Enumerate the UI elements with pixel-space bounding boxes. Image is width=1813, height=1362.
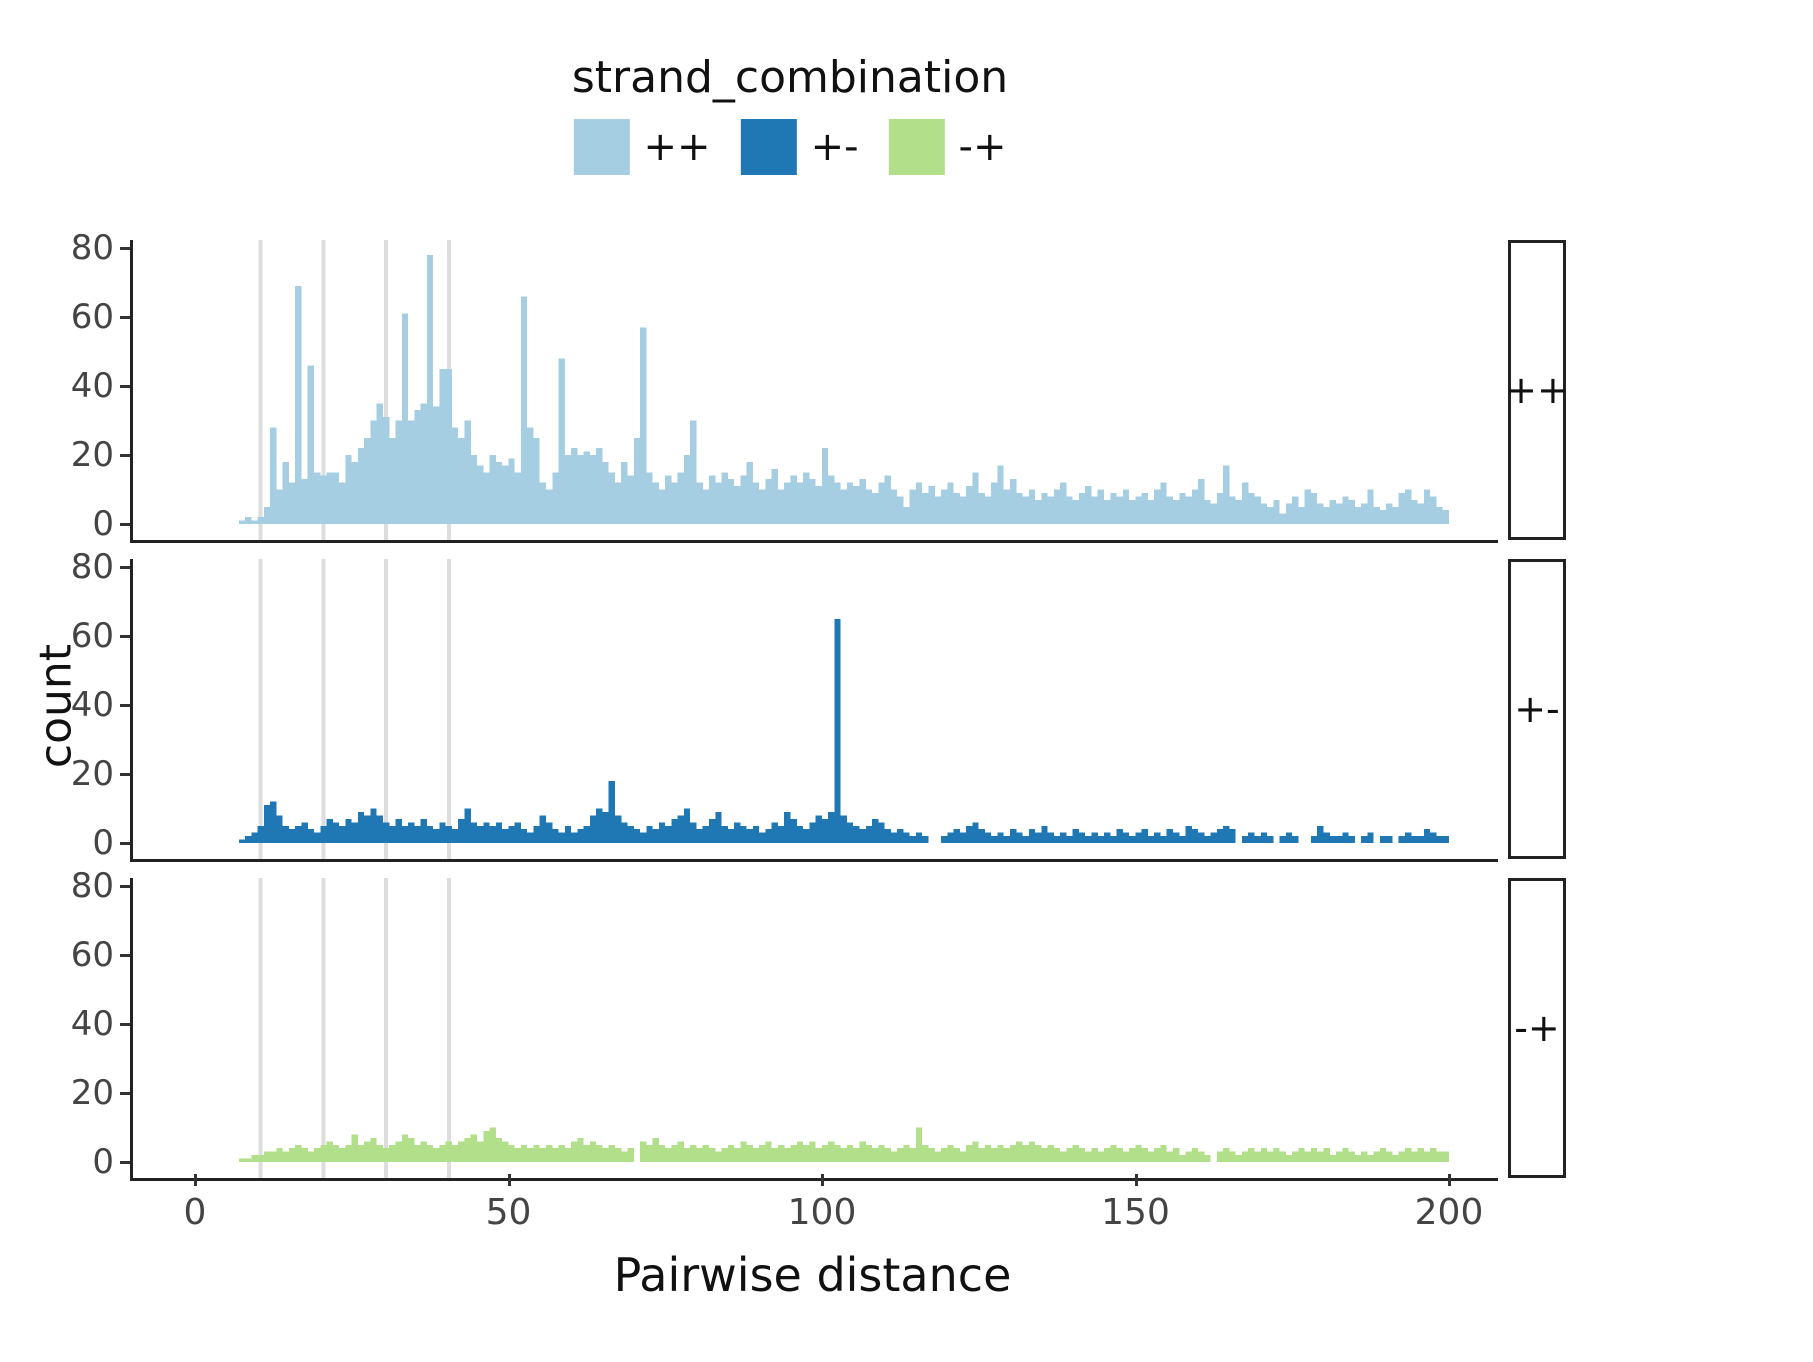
histogram-panel [130, 878, 1498, 1181]
x-tick-mark [1134, 1174, 1138, 1186]
y-tick-mark [120, 1161, 130, 1164]
facet-strip: -+ [1508, 878, 1566, 1178]
panel-row: 0 20 40 60 80 ++ [45, 228, 1569, 544]
y-tick-label: 80 [70, 547, 114, 587]
histogram-svg [238, 559, 1449, 859]
y-tick-mark [120, 247, 130, 250]
histogram-svg [238, 878, 1449, 1178]
x-tick-label: 0 [183, 1192, 207, 1233]
y-tick-mark [120, 1023, 130, 1026]
panels-container: 0 20 40 60 80 ++ 0 20 40 60 80 +- 0 20 40 60 80 -+ [45, 228, 1569, 1197]
y-tick-label: 40 [70, 685, 114, 725]
legend-item-label: +- [810, 124, 859, 170]
facet-strip-label: -+ [1514, 1006, 1560, 1050]
y-tick-mark [120, 316, 130, 319]
legend: strand_combination ++ +- -+ [572, 52, 1008, 175]
y-tick-mark [120, 566, 130, 569]
y-tick-mark [120, 635, 130, 638]
y-tick-label: 20 [70, 435, 114, 475]
legend-item: -+ [888, 119, 1007, 175]
legend-swatch [888, 119, 945, 175]
legend-item-label: -+ [958, 124, 1007, 170]
legend-item-label: ++ [643, 124, 711, 170]
panel-row: 0 20 40 60 80 -+ [45, 866, 1566, 1182]
x-axis-title: Pairwise distance [613, 1248, 1012, 1302]
y-tick-label: 40 [70, 366, 114, 406]
x-tick-label: 150 [1101, 1192, 1170, 1233]
x-tick-mark [821, 1174, 824, 1186]
y-tick-label: 0 [92, 1142, 114, 1182]
legend-item: ++ [573, 119, 711, 175]
x-tick-mark [1448, 1174, 1451, 1186]
x-tick-label: 100 [787, 1192, 857, 1233]
panel-row: 0 20 40 60 80 +- [45, 547, 1566, 863]
y-axis: 0 20 40 60 80 [45, 866, 130, 1182]
legend-swatch [573, 119, 630, 175]
x-tick-mark [507, 1174, 511, 1186]
y-tick-mark [120, 523, 130, 526]
y-tick-mark [120, 454, 130, 457]
y-tick-label: 20 [70, 754, 114, 794]
x-axis: 0 50 100 150 200 [130, 1174, 1495, 1244]
x-tick-mark [194, 1174, 197, 1186]
histogram-panel [130, 240, 1498, 543]
y-tick-mark [120, 885, 130, 888]
histogram-svg [238, 240, 1449, 540]
histogram-panel [130, 559, 1498, 862]
y-tick-label: 40 [70, 1004, 114, 1044]
y-axis: 0 20 40 60 80 [45, 228, 130, 544]
y-tick-mark [120, 773, 130, 776]
y-tick-label: 20 [70, 1073, 114, 1113]
y-tick-mark [120, 1092, 130, 1095]
legend-item: +- [740, 119, 859, 175]
x-tick-label: 200 [1414, 1192, 1484, 1233]
legend-title: strand_combination [571, 52, 1009, 103]
y-tick-label: 60 [70, 616, 114, 656]
facet-strip: ++ [1505, 240, 1569, 540]
x-tick-label: 50 [485, 1192, 532, 1233]
y-tick-mark [120, 385, 130, 388]
y-tick-label: 60 [70, 297, 114, 337]
facet-strip-label: ++ [1505, 368, 1569, 412]
y-tick-mark [120, 842, 130, 845]
y-tick-label: 80 [70, 866, 114, 906]
y-tick-mark [120, 954, 130, 957]
legend-swatch [740, 119, 797, 175]
y-tick-label: 0 [92, 823, 114, 863]
facet-strip-label: +- [1514, 687, 1560, 731]
y-axis: 0 20 40 60 80 [45, 547, 130, 863]
y-tick-label: 0 [92, 504, 114, 544]
legend-items: ++ +- -+ [572, 119, 1008, 175]
y-tick-mark [120, 704, 130, 707]
y-tick-label: 60 [70, 935, 114, 975]
y-tick-label: 80 [70, 228, 114, 268]
facet-strip: +- [1508, 559, 1566, 859]
